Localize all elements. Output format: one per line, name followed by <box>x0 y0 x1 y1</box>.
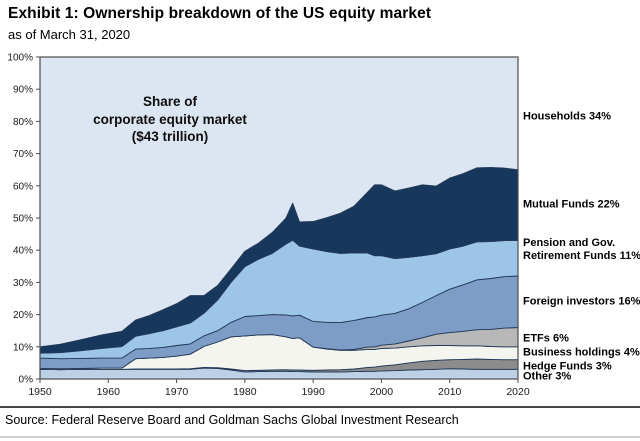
y-tick-label: 40% <box>13 246 33 257</box>
annotation-line-1: Share of <box>142 94 197 109</box>
y-tick-label: 80% <box>13 117 33 128</box>
x-tick-label: 1950 <box>28 386 52 398</box>
x-tick-label: 1960 <box>97 386 121 398</box>
label-etfs: ETFs 6% <box>523 332 569 345</box>
chart-annotation: Share of corporate equity market ($43 tr… <box>72 93 268 146</box>
y-tick-label: 60% <box>13 181 33 192</box>
label-households: Households 34% <box>523 110 612 123</box>
x-tick-label: 1990 <box>301 386 325 398</box>
x-tick-label: 2000 <box>370 386 394 398</box>
x-tick-label: 2010 <box>438 386 462 398</box>
annotation-line-2: corporate equity market <box>93 111 247 127</box>
y-tick-label: 10% <box>13 342 33 353</box>
x-tick-label: 1980 <box>233 386 257 398</box>
label-mutual-funds: Mutual Funds 22% <box>523 198 620 211</box>
annotation-line-3: ($43 trillion) <box>131 129 209 145</box>
footer-divider <box>0 406 640 408</box>
label-foreign-investors: Foreign investors 16% <box>523 295 640 308</box>
label-hedge-funds: Hedge Funds 3% <box>523 360 612 373</box>
y-tick-label: 20% <box>13 310 33 321</box>
label-business-holdings: Business holdings 4% <box>523 346 640 359</box>
bottom-edge-line <box>0 436 640 438</box>
y-tick-label: 30% <box>13 278 33 289</box>
x-tick-label: 1970 <box>165 386 189 398</box>
y-tick-label: 50% <box>13 214 33 225</box>
y-tick-label: 0% <box>19 375 34 386</box>
y-tick-label: 90% <box>13 85 33 96</box>
label-pension-funds: Pension and Gov. Retirement Funds 11% <box>523 237 640 262</box>
page-subtitle: as of March 31, 2020 <box>8 27 131 42</box>
label-other: Other 3% <box>523 370 572 383</box>
page-title: Exhibit 1: Ownership breakdown of the US… <box>8 5 432 22</box>
y-tick-label: 70% <box>13 149 33 160</box>
x-tick-label: 2020 <box>506 386 530 398</box>
y-tick-label: 100% <box>7 53 33 64</box>
source-text: Source: Federal Reserve Board and Goldma… <box>5 413 459 427</box>
